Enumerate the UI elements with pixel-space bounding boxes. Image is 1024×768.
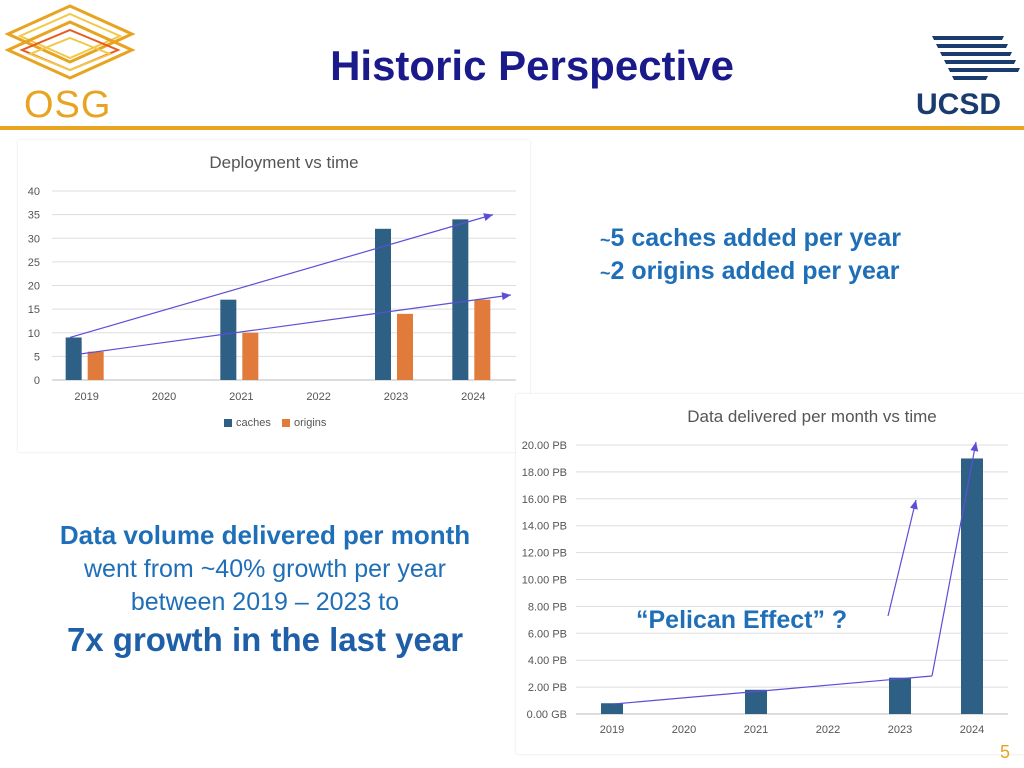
y-tick-label: 20.00 PB bbox=[522, 440, 567, 452]
caches-per-year-stat: ~5 caches added per year bbox=[600, 224, 901, 253]
trend-arrow-head bbox=[483, 213, 493, 221]
x-tick-label: 2022 bbox=[306, 391, 330, 403]
bar-data-delivered bbox=[961, 458, 983, 714]
trend-arrow bbox=[69, 214, 494, 339]
x-tick-label: 2020 bbox=[672, 724, 696, 736]
y-tick-label: 18.00 PB bbox=[522, 467, 567, 479]
data-delivered-chart: Data delivered per month vs time 0.00 GB 2… bbox=[516, 394, 1024, 754]
y-tick-label: 12.00 PB bbox=[522, 548, 567, 560]
tilde: ~ bbox=[600, 230, 611, 250]
x-tick-label: 2021 bbox=[229, 391, 253, 403]
trend-line bbox=[613, 675, 933, 705]
deployment-chart: Deployment vs time 0 5 10 15 20 25 30 35 40 2019 20… bbox=[18, 140, 530, 452]
chart-title: Data delivered per month vs time bbox=[687, 407, 936, 426]
title-divider bbox=[0, 126, 1024, 130]
x-tick-label: 2024 bbox=[461, 391, 485, 403]
x-tick-label: 2020 bbox=[152, 391, 176, 403]
y-tick-label: 10.00 PB bbox=[522, 575, 567, 587]
y-tick-label: 0.00 GB bbox=[527, 709, 567, 721]
bar-origins bbox=[397, 313, 413, 380]
y-tick-label: 5 bbox=[34, 351, 40, 363]
bar-caches bbox=[452, 219, 469, 380]
bar-data-delivered bbox=[745, 689, 767, 714]
legend-label-origins: origins bbox=[294, 417, 327, 429]
y-tick-label: 2.00 PB bbox=[528, 682, 567, 694]
y-tick-label: 0 bbox=[34, 375, 40, 387]
x-tick-label: 2024 bbox=[960, 724, 984, 736]
y-tick-label: 15 bbox=[28, 304, 40, 316]
tilde: ~ bbox=[600, 263, 611, 283]
summary-line-2: went from ~40% growth per year bbox=[84, 555, 446, 583]
y-tick-label: 35 bbox=[28, 210, 40, 222]
trend-arrow-head bbox=[970, 442, 979, 452]
trend-arrow bbox=[79, 294, 512, 355]
pelican-effect-annotation: “Pelican Effect” ? bbox=[636, 606, 848, 634]
y-tick-label: 6.00 PB bbox=[528, 628, 567, 640]
bar-caches bbox=[220, 299, 237, 380]
summary-line-1: Data volume delivered per month bbox=[59, 520, 471, 550]
y-tick-label: 8.00 PB bbox=[528, 601, 567, 613]
legend-label-caches: caches bbox=[236, 417, 271, 429]
summary-line-4: 7x growth in the last year bbox=[66, 621, 464, 658]
y-tick-label: 4.00 PB bbox=[528, 655, 567, 667]
y-tick-label: 30 bbox=[28, 233, 40, 245]
osg-logo-text: OSG bbox=[24, 84, 112, 126]
bar-origins bbox=[242, 332, 259, 380]
bar-caches bbox=[65, 337, 82, 380]
page-title-text: Historic Perspective bbox=[330, 42, 734, 89]
trend-arrow-head bbox=[501, 292, 511, 301]
origins-per-year-stat: ~2 origins added per year bbox=[600, 257, 900, 286]
origins-per-year-text: 2 origins added per year bbox=[610, 257, 900, 285]
x-tick-label: 2023 bbox=[888, 724, 912, 736]
pelican-arrow bbox=[887, 499, 917, 617]
ucsd-logo: UCSD bbox=[912, 28, 1024, 121]
trend-arrow bbox=[931, 441, 977, 677]
x-tick-label: 2019 bbox=[600, 724, 624, 736]
legend-swatch-caches bbox=[224, 419, 232, 427]
x-tick-label: 2023 bbox=[384, 391, 408, 403]
y-tick-label: 20 bbox=[28, 281, 40, 293]
x-tick-label: 2022 bbox=[816, 724, 840, 736]
page-title: Historic Perspective bbox=[0, 42, 1024, 90]
bar-caches bbox=[375, 228, 391, 380]
caches-per-year-text: 5 caches added per year bbox=[610, 224, 901, 252]
osg-logo bbox=[0, 0, 140, 128]
bar-origins bbox=[474, 299, 491, 380]
page-number: 5 bbox=[1000, 742, 1011, 762]
x-tick-label: 2021 bbox=[744, 724, 768, 736]
bar-origins bbox=[87, 351, 104, 380]
legend-swatch-origins bbox=[282, 419, 290, 427]
summary-line-3: between 2019 – 2023 to bbox=[130, 588, 400, 616]
bar-data-delivered bbox=[889, 677, 911, 714]
y-tick-label: 10 bbox=[28, 328, 40, 340]
x-tick-label: 2019 bbox=[74, 391, 98, 403]
y-tick-label: 25 bbox=[28, 257, 40, 269]
chart-title: Deployment vs time bbox=[209, 153, 358, 172]
summary-text: Data volume delivered per month went fro… bbox=[30, 520, 500, 659]
y-tick-label: 14.00 PB bbox=[522, 521, 567, 533]
pelican-arrow-head bbox=[909, 500, 918, 510]
y-tick-label: 16.00 PB bbox=[522, 494, 567, 506]
y-tick-label: 40 bbox=[28, 186, 40, 198]
ucsd-logo-text: UCSD bbox=[916, 88, 1001, 120]
bar-data-delivered bbox=[601, 703, 623, 714]
